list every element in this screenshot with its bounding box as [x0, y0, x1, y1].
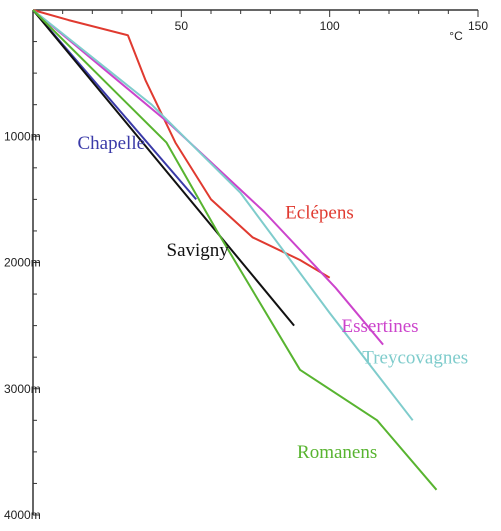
- x-tick-label: 50: [175, 19, 189, 33]
- series-label-eclpens: Eclépens: [285, 202, 354, 223]
- chart-axes: 50 100 150 °C 1000m 2000m 3000m 4000m: [4, 9, 488, 522]
- series-line-savigny: [32, 9, 295, 327]
- y-tick-label: 4000m: [4, 508, 41, 522]
- series-label-savigny: Savigny: [167, 240, 230, 261]
- series-line-essertines: [32, 9, 384, 346]
- y-tick-label: 3000m: [4, 382, 41, 396]
- series-labels: Chapelle Savigny Eclépens Essertines Treycov…: [78, 133, 469, 463]
- y-tick-label: 2000m: [4, 256, 41, 270]
- series-label-chapelle: Chapelle: [78, 133, 146, 154]
- series-line-treycovagnes: [32, 9, 414, 421]
- series-line-romanens: [32, 9, 438, 491]
- series-label-essertines: Essertines: [342, 316, 419, 337]
- x-tick-label: 100: [320, 19, 340, 33]
- x-axis-label: °C: [449, 29, 463, 43]
- x-tick-label: 150: [468, 19, 488, 33]
- y-tick-label: 1000m: [4, 129, 41, 143]
- series-lines: [32, 9, 438, 491]
- series-label-treycovagnes: Treycovagnes: [362, 348, 468, 369]
- series-label-romanens: Romanens: [297, 442, 377, 463]
